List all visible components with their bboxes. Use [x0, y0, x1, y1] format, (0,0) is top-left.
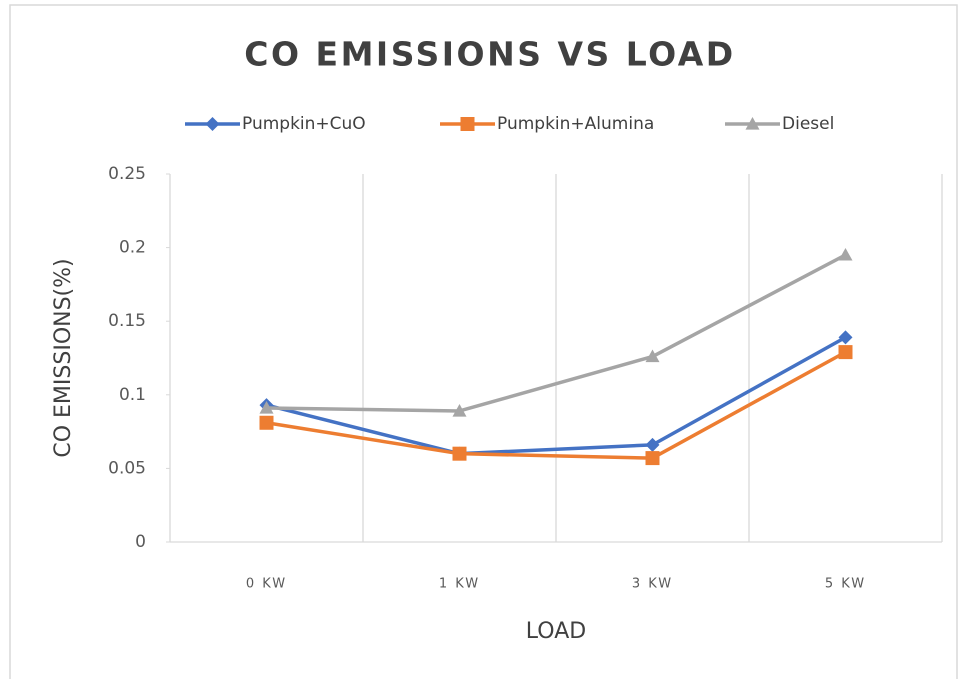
legend-marker: [205, 117, 220, 131]
legend: Pumpkin+CuO Pumpkin+Alumina Diesel: [185, 114, 834, 134]
y-tick-label: 0.25: [108, 164, 146, 184]
legend-label: Pumpkin+Alumina: [497, 114, 654, 134]
series-line: [266, 253, 847, 413]
marker: [645, 349, 660, 363]
marker: [838, 247, 853, 261]
x-tick-label: 0 KW: [246, 577, 287, 592]
x-tick-label: 5 KW: [825, 577, 866, 592]
marker: [645, 437, 660, 452]
x-tick-label: 3 KW: [632, 577, 673, 592]
y-tick-label: 0.15: [108, 311, 146, 331]
y-axis-label: CO EMISSIONS(%): [51, 258, 76, 457]
legend-marker: [460, 117, 475, 131]
marker: [452, 403, 467, 417]
series-line: [266, 335, 847, 456]
y-tick-label: 0: [135, 532, 146, 552]
marker: [838, 330, 853, 345]
legend-label: Pumpkin+CuO: [242, 114, 366, 134]
marker: [259, 401, 274, 414]
marker: [645, 451, 660, 466]
chart-title: CO EMISSIONS VS LOAD: [244, 35, 735, 74]
x-tick-label: 1 KW: [439, 577, 480, 592]
series: [259, 345, 853, 466]
marker: [838, 345, 853, 360]
marker: [259, 415, 274, 430]
marker: [452, 446, 467, 461]
legend-marker: [745, 117, 760, 130]
x-axis-label: LOAD: [526, 619, 586, 644]
y-tick-label: 0.2: [119, 238, 146, 258]
chart-frame: [9, 4, 958, 679]
y-tick-label: 0.1: [119, 385, 146, 405]
y-tick-label: 0.05: [108, 458, 146, 478]
series: [259, 247, 853, 417]
legend-label: Diesel: [782, 114, 834, 134]
series-line: [266, 350, 847, 460]
